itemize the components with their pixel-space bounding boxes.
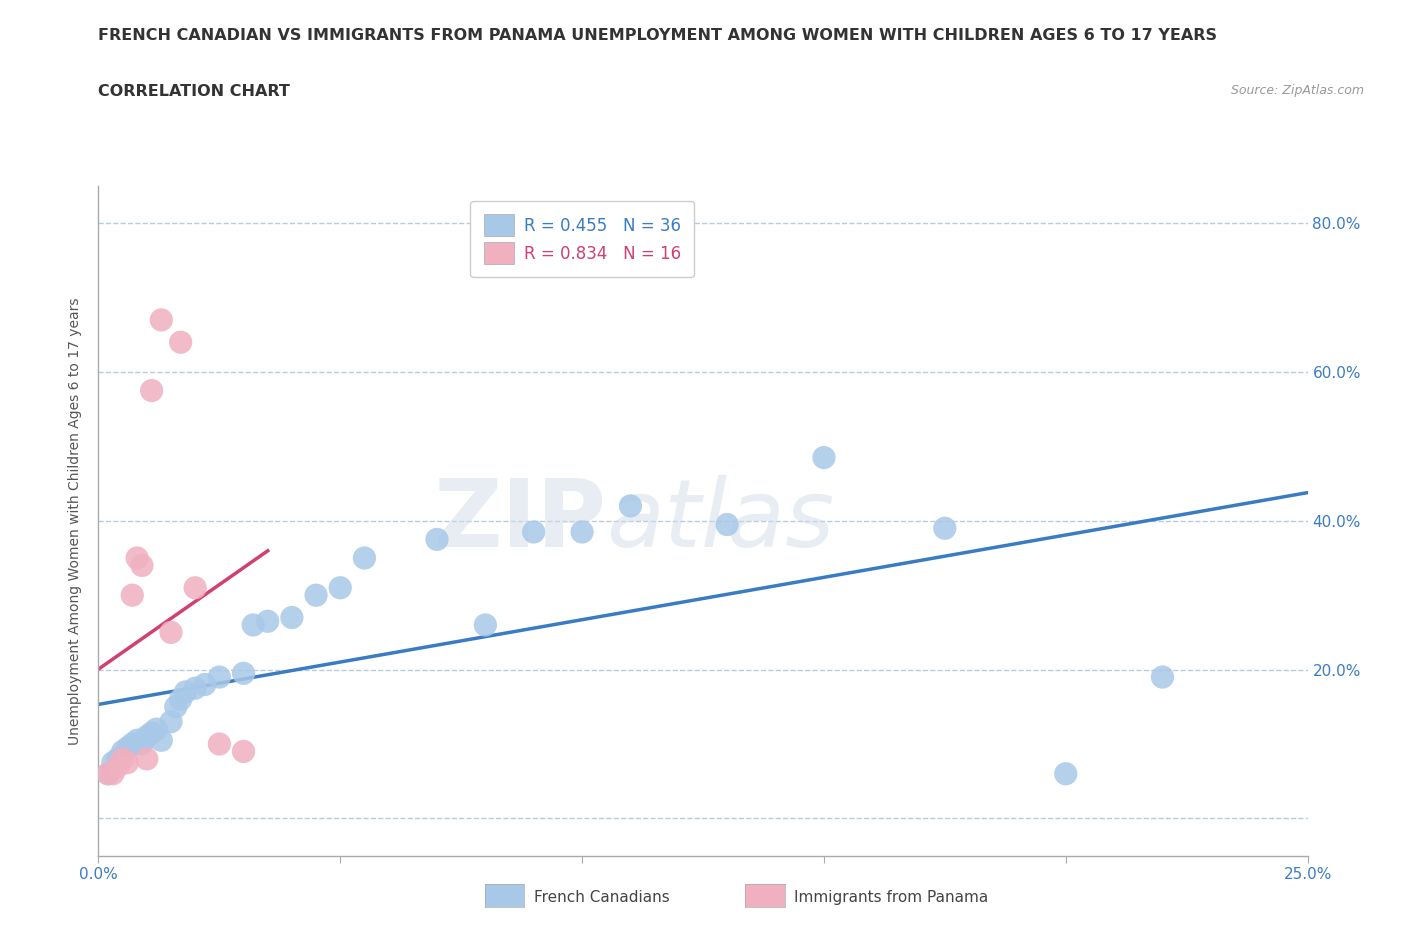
Point <box>141 383 163 398</box>
Text: ZIP: ZIP <box>433 475 606 566</box>
Legend: R = 0.455   N = 36, R = 0.834   N = 16: R = 0.455 N = 36, R = 0.834 N = 16 <box>470 201 695 277</box>
Point <box>426 532 449 547</box>
Point <box>111 751 134 766</box>
Point <box>169 692 191 707</box>
Text: Immigrants from Panama: Immigrants from Panama <box>794 890 988 905</box>
Point <box>1054 766 1077 781</box>
Point <box>107 751 129 766</box>
Point <box>101 755 124 770</box>
Point <box>716 517 738 532</box>
Point <box>1152 670 1174 684</box>
Point <box>160 625 183 640</box>
Point <box>111 744 134 759</box>
Point <box>160 714 183 729</box>
Point <box>150 733 173 748</box>
Point <box>232 744 254 759</box>
Point <box>127 733 149 748</box>
Point <box>97 766 120 781</box>
Point <box>101 766 124 781</box>
Point <box>305 588 328 603</box>
Point <box>145 722 167 737</box>
Point <box>232 666 254 681</box>
Point <box>934 521 956 536</box>
Point <box>135 751 157 766</box>
Point <box>184 580 207 595</box>
Point <box>208 670 231 684</box>
Point <box>165 699 187 714</box>
Point <box>174 684 197 699</box>
Point <box>353 551 375 565</box>
Point <box>813 450 835 465</box>
Point <box>281 610 304 625</box>
Text: French Canadians: French Canadians <box>534 890 671 905</box>
Point <box>107 759 129 774</box>
Point <box>184 681 207 696</box>
Point <box>97 766 120 781</box>
Point <box>127 551 149 565</box>
Text: Source: ZipAtlas.com: Source: ZipAtlas.com <box>1230 84 1364 97</box>
Point <box>256 614 278 629</box>
Point <box>117 755 139 770</box>
Y-axis label: Unemployment Among Women with Children Ages 6 to 17 years: Unemployment Among Women with Children A… <box>69 297 83 745</box>
Text: atlas: atlas <box>606 475 835 566</box>
Point <box>150 312 173 327</box>
Point <box>131 558 153 573</box>
Point <box>141 725 163 740</box>
Point <box>121 737 143 751</box>
Point <box>242 618 264 632</box>
Point <box>117 740 139 755</box>
Point <box>135 729 157 744</box>
Point <box>474 618 496 632</box>
Point <box>131 737 153 751</box>
Text: CORRELATION CHART: CORRELATION CHART <box>98 84 290 99</box>
Point <box>329 580 352 595</box>
Point <box>208 737 231 751</box>
Text: FRENCH CANADIAN VS IMMIGRANTS FROM PANAMA UNEMPLOYMENT AMONG WOMEN WITH CHILDREN: FRENCH CANADIAN VS IMMIGRANTS FROM PANAM… <box>98 28 1218 43</box>
Point <box>121 588 143 603</box>
Point <box>169 335 191 350</box>
Point <box>619 498 641 513</box>
Point <box>523 525 546 539</box>
Point <box>194 677 217 692</box>
Point <box>571 525 593 539</box>
